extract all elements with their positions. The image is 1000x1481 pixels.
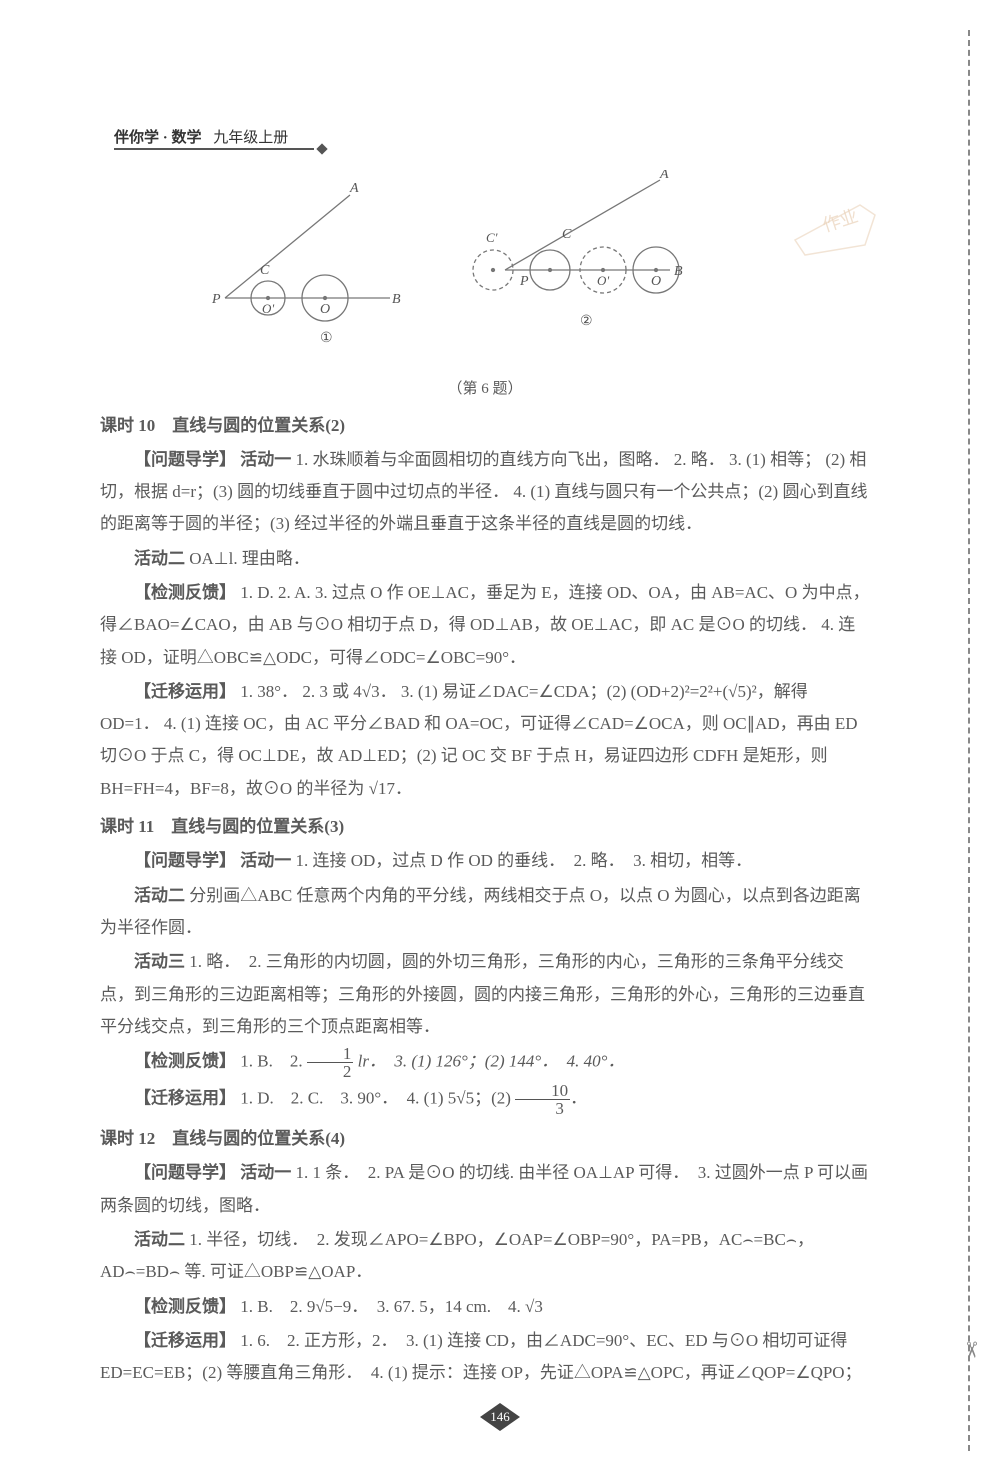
fig-left-num: ① <box>320 331 333 346</box>
lesson11-move-c: ． <box>570 1089 587 1108</box>
lesson12-p1: 【问题导学】 活动一 1. 1 条． 2. PA 是⊙O 的切线. 由半径 OA… <box>100 1157 870 1222</box>
lesson11-p2: 活动二 分别画△ABC 任意两个内角的平分线，两线相交于点 O，以点 O 为圆心… <box>100 880 870 945</box>
lesson10-p2: 活动二 OA⊥l. 理由略． <box>100 543 870 575</box>
lesson10-title: 课时 10 直线与圆的位置关系(2) <box>100 410 870 442</box>
page-number: 146 <box>480 1403 520 1431</box>
lesson12-act2-text: 1. 半径，切线． 2. 发现∠APO=∠BPO，∠OAP=∠OBP=90°，P… <box>100 1230 814 1281</box>
main-content: A B C P O' O ① A B C C' <box>100 170 870 1392</box>
lesson11-act3-text: 1. 略． 2. 三角形的内切圆，圆的外切三角形，三角形的内心，三角形的三条角平… <box>100 952 865 1036</box>
lesson10-move-q2: 2. 3 或 4√3． <box>302 682 396 701</box>
lesson10-block2-label: 【检测反馈】 <box>134 583 236 602</box>
lesson10-move-q1: 1. 38°． <box>240 682 298 701</box>
lesson11-move-a: 1. D. 2. C. 3. 90°． 4. (1) 5√5；(2) <box>240 1089 515 1108</box>
lesson11-act3-label: 活动三 <box>134 952 185 971</box>
lesson10-check-q1: 1. D. <box>240 583 274 602</box>
lesson11-block1-label: 【问题导学】 <box>134 851 236 870</box>
lesson10-act1-q2: 2. 略． <box>674 450 725 469</box>
lesson12-p2: 活动二 1. 半径，切线． 2. 发现∠APO=∠BPO，∠OAP=∠OBP=9… <box>100 1224 870 1289</box>
lesson10-p4: 【迁移运用】 1. 38°． 2. 3 或 4√3． 3. (1) 易证∠DAC… <box>100 676 870 805</box>
cut-line <box>968 30 970 1451</box>
lesson10-act2-label: 活动二 <box>134 549 185 568</box>
book-title: 伴你学 · 数学 <box>114 130 202 146</box>
lesson12-p3: 【检测反馈】 1. B. 2. 9√5−9． 3. 67. 5，14 cm. 4… <box>100 1291 870 1323</box>
lesson11-act2-label: 活动二 <box>134 886 185 905</box>
lesson10-act1-q1: 1. 水珠顺着与伞面圆相切的直线方向飞出，图略． <box>296 450 670 469</box>
fig-left-P: P <box>211 292 221 307</box>
frac-num: 1 <box>307 1045 354 1063</box>
fig-right-num: ② <box>580 314 593 329</box>
lesson12-check-text: 1. B. 2. 9√5−9． 3. 67. 5，14 cm. 4. √3 <box>240 1297 543 1316</box>
lesson12-title: 课时 12 直线与圆的位置关系(4) <box>100 1123 870 1155</box>
lesson12-block1-label: 【问题导学】 <box>134 1163 236 1182</box>
lesson12-act1-label: 活动一 <box>240 1163 291 1182</box>
fig-left-Oprime: O' <box>262 301 274 316</box>
lesson12-block3-label: 【迁移运用】 <box>134 1331 236 1350</box>
header-underline <box>114 148 314 150</box>
header-diamond <box>316 143 327 154</box>
lesson11-p4: 【检测反馈】 1. B. 2. 12 lr． 3. (1) 126°；(2) 1… <box>100 1045 870 1080</box>
lesson10-block1-label: 【问题导学】 <box>134 450 236 469</box>
lesson11-p3: 活动三 1. 略． 2. 三角形的内切圆，圆的外切三角形，三角形的内心，三角形的… <box>100 946 870 1043</box>
fig-left-B: B <box>392 292 401 307</box>
lesson10-p1: 【问题导学】 活动一 1. 水珠顺着与伞面圆相切的直线方向飞出，图略． 2. 略… <box>100 444 870 541</box>
fig-right-Oprime: O' <box>597 273 609 288</box>
lesson11-check-b: lr． 3. (1) 126°；(2) 144°． 4. 40°． <box>353 1052 624 1071</box>
geometry-figure: A B C P O' O ① A B C C' <box>100 170 870 365</box>
fig-right-B: B <box>674 264 683 279</box>
lesson11-p5: 【迁移运用】 1. D. 2. C. 3. 90°． 4. (1) 5√5；(2… <box>100 1082 870 1117</box>
lesson10-act1-label: 活动一 <box>240 450 291 469</box>
book-subtitle: 九年级上册 <box>213 130 288 146</box>
lesson10-move-q4: 4. (1) 连接 OC，由 AC 平分∠BAD 和 OA=OC，可证得∠CAD… <box>100 714 858 798</box>
lesson10-act2-text: OA⊥l. 理由略． <box>189 549 310 568</box>
lesson11-act1-label: 活动一 <box>240 851 291 870</box>
lesson11-block3-label: 【迁移运用】 <box>134 1089 236 1108</box>
fig-left-A: A <box>349 181 359 196</box>
fig-right-O: O <box>651 274 661 289</box>
scissors-icon: ✂ <box>950 1341 992 1359</box>
lesson11-block2-label: 【检测反馈】 <box>134 1052 236 1071</box>
lesson11-p1: 【问题导学】 活动一 1. 连接 OD，过点 D 作 OD 的垂线． 2. 略．… <box>100 845 870 877</box>
frac2-den: 3 <box>515 1100 570 1117</box>
lesson11-title: 课时 11 直线与圆的位置关系(3) <box>100 811 870 843</box>
fig-left-O: O <box>320 302 330 317</box>
figure-caption: （第 6 题） <box>100 375 870 404</box>
fig-right-Cprime: C' <box>486 230 498 245</box>
lesson11-act1-text: 1. 连接 OD，过点 D 作 OD 的垂线． 2. 略． 3. 相切，相等． <box>296 851 753 870</box>
fig-right-C: C <box>562 227 572 242</box>
lesson12-act2-label: 活动二 <box>134 1230 185 1249</box>
fig-right-P: P <box>519 274 529 289</box>
fig-left-C: C <box>260 263 270 278</box>
lesson11-check-a: 1. B. 2. <box>240 1052 307 1071</box>
frac2-num: 10 <box>515 1082 570 1100</box>
lesson10-check-q2: 2. A. <box>278 583 311 602</box>
figure-area: A B C P O' O ① A B C C' <box>100 170 870 370</box>
lesson10-p3: 【检测反馈】 1. D. 2. A. 3. 过点 O 作 OE⊥AC，垂足为 E… <box>100 577 870 674</box>
lesson12-block2-label: 【检测反馈】 <box>134 1297 236 1316</box>
lesson10-act1-q3: 3. (1) 相等； <box>729 450 821 469</box>
frac-den: 2 <box>307 1063 354 1080</box>
lesson10-block3-label: 【迁移运用】 <box>134 682 236 701</box>
fig-right-A: A <box>659 170 669 182</box>
lesson11-act2-text: 分别画△ABC 任意两个内角的平分线，两线相交于点 O，以点 O 为圆心，以点到… <box>100 886 861 937</box>
lesson12-p4: 【迁移运用】 1. 6. 2. 正方形，2． 3. (1) 连接 CD，由∠AD… <box>100 1325 870 1390</box>
